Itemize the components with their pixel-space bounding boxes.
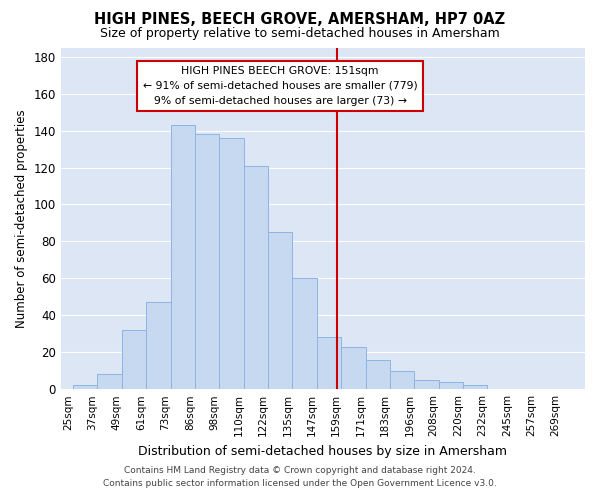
Bar xyxy=(146,302,170,389)
Bar xyxy=(122,330,146,389)
Bar xyxy=(317,338,341,389)
Bar xyxy=(244,166,268,389)
Bar xyxy=(439,382,463,389)
Text: Contains HM Land Registry data © Crown copyright and database right 2024.
Contai: Contains HM Land Registry data © Crown c… xyxy=(103,466,497,487)
Bar xyxy=(219,138,244,389)
Bar xyxy=(463,386,487,389)
Bar xyxy=(73,386,97,389)
Bar xyxy=(341,346,365,389)
Bar xyxy=(292,278,317,389)
Bar xyxy=(415,380,439,389)
Bar xyxy=(170,125,195,389)
Bar xyxy=(365,360,390,389)
Bar xyxy=(390,370,415,389)
Bar xyxy=(195,134,219,389)
Text: HIGH PINES, BEECH GROVE, AMERSHAM, HP7 0AZ: HIGH PINES, BEECH GROVE, AMERSHAM, HP7 0… xyxy=(94,12,506,28)
Y-axis label: Number of semi-detached properties: Number of semi-detached properties xyxy=(15,109,28,328)
X-axis label: Distribution of semi-detached houses by size in Amersham: Distribution of semi-detached houses by … xyxy=(139,444,508,458)
Bar xyxy=(97,374,122,389)
Text: HIGH PINES BEECH GROVE: 151sqm
← 91% of semi-detached houses are smaller (779)
9: HIGH PINES BEECH GROVE: 151sqm ← 91% of … xyxy=(143,66,418,106)
Bar xyxy=(268,232,292,389)
Text: Size of property relative to semi-detached houses in Amersham: Size of property relative to semi-detach… xyxy=(100,28,500,40)
